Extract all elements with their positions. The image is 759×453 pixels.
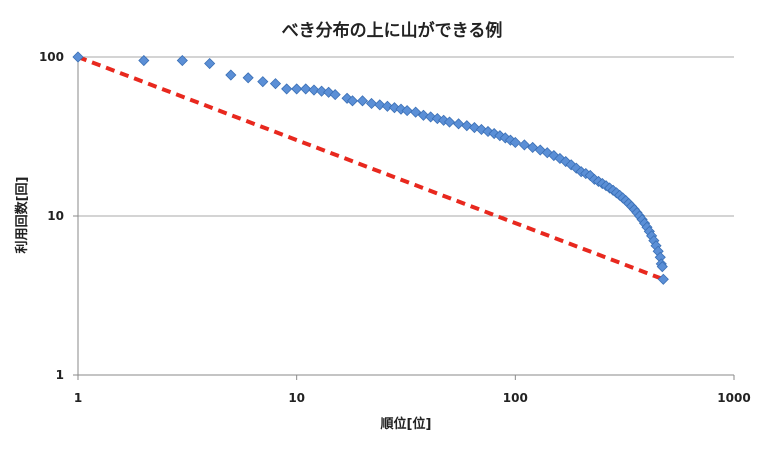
data-point	[365, 97, 378, 110]
data-point	[291, 83, 303, 95]
data-point	[417, 109, 430, 121]
data-point	[401, 105, 413, 117]
data-point	[356, 95, 369, 107]
y-tick-label: 1	[56, 368, 64, 382]
chart-title: べき分布の上に山ができる例	[282, 20, 503, 41]
data-point	[374, 99, 386, 111]
data-point	[138, 54, 150, 67]
data-point	[329, 89, 341, 101]
data-point	[452, 118, 465, 130]
data-point	[461, 120, 473, 132]
x-tick-label: 10	[288, 391, 305, 405]
data-point	[410, 106, 422, 118]
data-point	[656, 261, 668, 273]
data-point	[657, 273, 669, 285]
data-point	[176, 54, 188, 67]
data-point	[257, 76, 269, 88]
x-tick-label: 100	[503, 391, 528, 405]
data-point	[300, 83, 312, 95]
x-tick-labels: 1 10 100 1000	[74, 391, 751, 405]
data-point	[242, 72, 254, 84]
data-point	[281, 83, 293, 95]
x-tick-label: 1	[74, 391, 82, 405]
x-tick-label: 1000	[717, 391, 750, 405]
data-point	[204, 57, 216, 70]
axes	[73, 56, 735, 380]
data-point	[225, 69, 237, 81]
data-point	[381, 100, 393, 112]
data-point	[269, 78, 282, 90]
data-point	[346, 95, 359, 107]
data-point	[518, 139, 530, 151]
x-axis-label: 順位[位]	[381, 416, 432, 432]
data-point	[308, 84, 320, 96]
y-tick-labels: 1 10 100	[39, 50, 64, 382]
data-point	[509, 136, 521, 149]
y-axis-label: 利用回数[回]	[14, 177, 30, 254]
y-tick-label: 10	[47, 209, 64, 223]
data-point	[443, 116, 456, 128]
data-points	[72, 51, 669, 285]
data-point	[316, 85, 328, 97]
y-tick-label: 100	[39, 50, 64, 64]
data-point	[72, 51, 84, 63]
